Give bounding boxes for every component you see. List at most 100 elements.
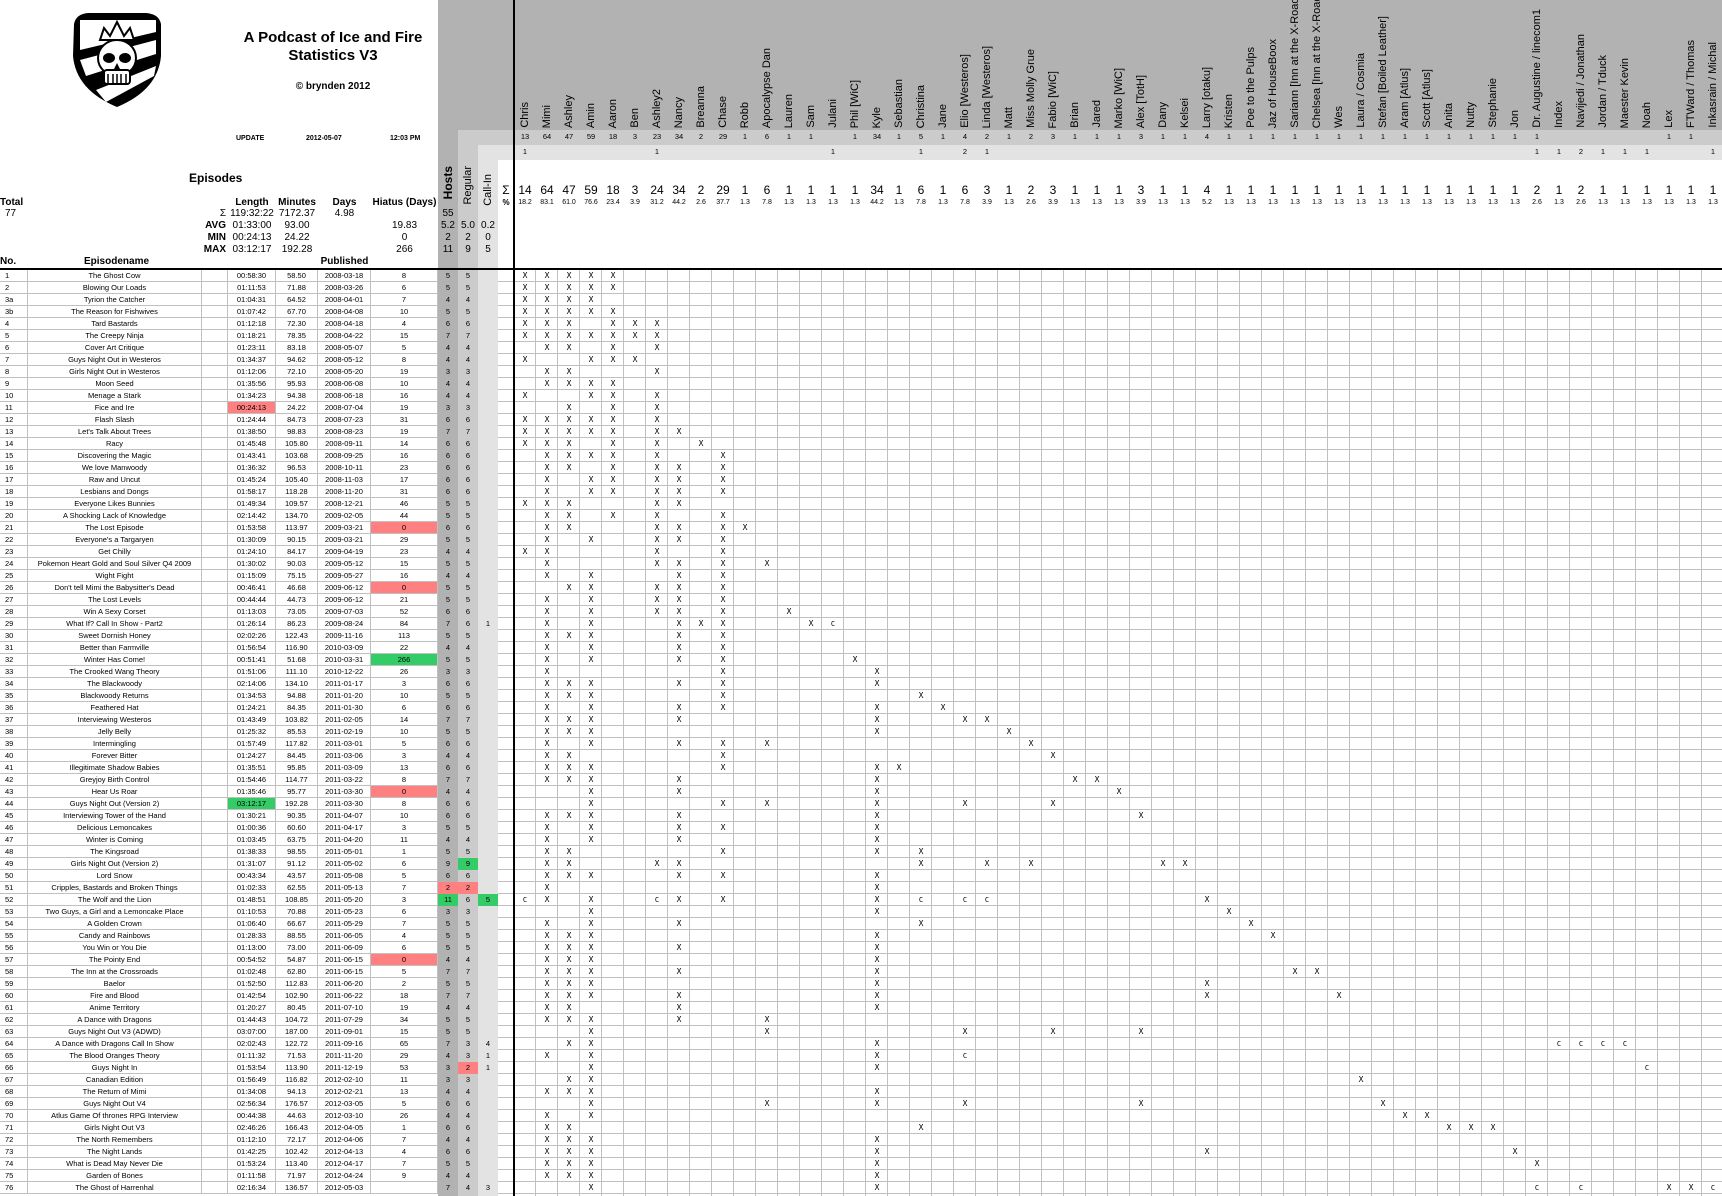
attendance-mark-regular: X <box>588 871 594 880</box>
episode-hosts: 6 <box>438 522 458 534</box>
person-total: 1 <box>1071 183 1079 197</box>
episode-hosts: 5 <box>438 690 458 702</box>
attendance-mark-regular: X <box>588 1063 594 1072</box>
episode-minutes: 44.73 <box>276 594 318 606</box>
episode-hosts: 4 <box>438 1086 458 1098</box>
episode-published: 2012-05-03 <box>318 1182 371 1194</box>
episode-name: A Shocking Lack of Knowledge <box>28 510 202 522</box>
episode-callin <box>478 510 498 522</box>
episode-name: Candy and Rainbows <box>28 930 202 942</box>
attendance-mark-regular: X <box>874 979 880 988</box>
attendance-mark-regular: X <box>588 1087 594 1096</box>
attendance-mark-regular: X <box>874 943 880 952</box>
update-label: UPDATE <box>236 135 265 142</box>
episode-number: 29 <box>0 618 28 630</box>
episode-name: The Night Lands <box>28 1146 202 1158</box>
attendance-mark-regular: X <box>522 439 528 448</box>
episode-length: 01:23:11 <box>228 342 276 354</box>
person-callin-count: 1 <box>1600 147 1606 156</box>
person-regular-count: 2 <box>1028 132 1034 141</box>
episode-name: The North Remembers <box>28 1134 202 1146</box>
blank-cell <box>202 1002 228 1014</box>
episode-length: 02:16:34 <box>228 1182 276 1194</box>
blank-cell <box>498 1134 514 1146</box>
person-regular-count: 3 <box>632 132 638 141</box>
episode-number: 13 <box>0 426 28 438</box>
blank-cell <box>202 1170 228 1182</box>
episode-name: Girls Night Out V3 <box>28 1122 202 1134</box>
person-total: 34 <box>672 183 686 197</box>
episode-regular: 6 <box>458 1146 478 1158</box>
episode-hosts: 6 <box>438 438 458 450</box>
episode-length: 01:30:02 <box>228 558 276 570</box>
episode-name: Feathered Hat <box>28 702 202 714</box>
episode-published: 2012-04-13 <box>318 1146 371 1158</box>
attendance-mark-callin: C <box>962 1052 968 1060</box>
episode-hiatus: 18 <box>371 990 438 1002</box>
episode-minutes: 95.77 <box>276 786 318 798</box>
episode-callin <box>478 330 498 342</box>
attendance-mark-regular: X <box>984 715 990 724</box>
person-regular-count: 1 <box>1226 132 1232 141</box>
episode-name: The Creepy Ninja <box>28 330 202 342</box>
episode-name: Greyjoy Birth Control <box>28 774 202 786</box>
person-percent: 1.3 <box>1466 199 1476 206</box>
person-name: Jaz of HouseBoox <box>1267 38 1279 128</box>
episode-hosts: 7 <box>438 1038 458 1050</box>
episode-minutes: 98.55 <box>276 846 318 858</box>
episode-published: 2012-03-05 <box>318 1098 371 1110</box>
episode-length: 01:26:14 <box>228 618 276 630</box>
episode-length: 02:02:26 <box>228 630 276 642</box>
episode-callin <box>478 1098 498 1110</box>
episode-minutes: 72.30 <box>276 318 318 330</box>
regular-counts-band <box>458 130 1722 145</box>
update-date: 2012-05-07 <box>306 135 342 142</box>
episode-length: 00:54:52 <box>228 954 276 966</box>
episode-hiatus: 2 <box>371 978 438 990</box>
person-name: Jon <box>1509 110 1521 128</box>
episode-hosts: 2 <box>438 882 458 894</box>
attendance-mark-regular: X <box>588 1183 594 1192</box>
table-row: 50 Lord Snow 00:43:34 43.57 2011-05-08 5 6 6 <box>0 870 514 882</box>
episode-hosts: 4 <box>438 570 458 582</box>
attendance-mark-regular: X <box>588 415 594 424</box>
episode-hiatus: 10 <box>371 726 438 738</box>
episode-callin <box>478 810 498 822</box>
attendance-mark-regular: X <box>610 343 616 352</box>
attendance-mark-regular: X <box>1490 1123 1496 1132</box>
episode-minutes: 94.88 <box>276 690 318 702</box>
person-percent: 1.3 <box>740 199 750 206</box>
episode-name: A Dance with Dragons Call In Show <box>28 1038 202 1050</box>
episode-callin <box>478 1026 498 1038</box>
attendance-mark-regular: X <box>874 1159 880 1168</box>
person-percent: 5.2 <box>1202 199 1212 206</box>
episode-published: 2011-06-09 <box>318 942 371 954</box>
attendance-mark-regular: X <box>544 1159 550 1168</box>
episode-hiatus: 13 <box>371 1086 438 1098</box>
episode-hosts: 3 <box>438 366 458 378</box>
attendance-mark-regular: X <box>566 775 572 784</box>
attendance-mark-regular: X <box>588 967 594 976</box>
person-name: Stefan [Boiled Leather] <box>1377 16 1389 128</box>
person-total: 1 <box>1709 183 1717 197</box>
episode-minutes: 90.15 <box>276 534 318 546</box>
episode-length: 01:18:21 <box>228 330 276 342</box>
episode-length: 01:38:50 <box>228 426 276 438</box>
person-total: 1 <box>1247 183 1255 197</box>
episode-hiatus: 1 <box>371 1122 438 1134</box>
attendance-mark-regular: X <box>676 655 682 664</box>
attendance-mark-regular: X <box>676 715 682 724</box>
title-line-1: A Podcast of Ice and Fire <box>243 29 423 46</box>
person-total: 1 <box>785 183 793 197</box>
person-name: Sebastian <box>893 79 905 128</box>
episode-number: 4 <box>0 318 28 330</box>
attendance-mark-regular: X <box>588 703 594 712</box>
table-row: 63 Guys Night Out V3 (ADWD) 03:07:00 187.00… <box>0 1026 514 1038</box>
episode-published: 2012-04-05 <box>318 1122 371 1134</box>
attendance-mark-regular: X <box>654 391 660 400</box>
attendance-mark-regular: X <box>544 511 550 520</box>
table-row: 61 Anime Territory 01:20:27 80.45 2011-07-10… <box>0 1002 514 1014</box>
episode-callin <box>478 726 498 738</box>
episodes-heading: Episodes <box>189 171 243 185</box>
attendance-mark-regular: X <box>654 559 660 568</box>
